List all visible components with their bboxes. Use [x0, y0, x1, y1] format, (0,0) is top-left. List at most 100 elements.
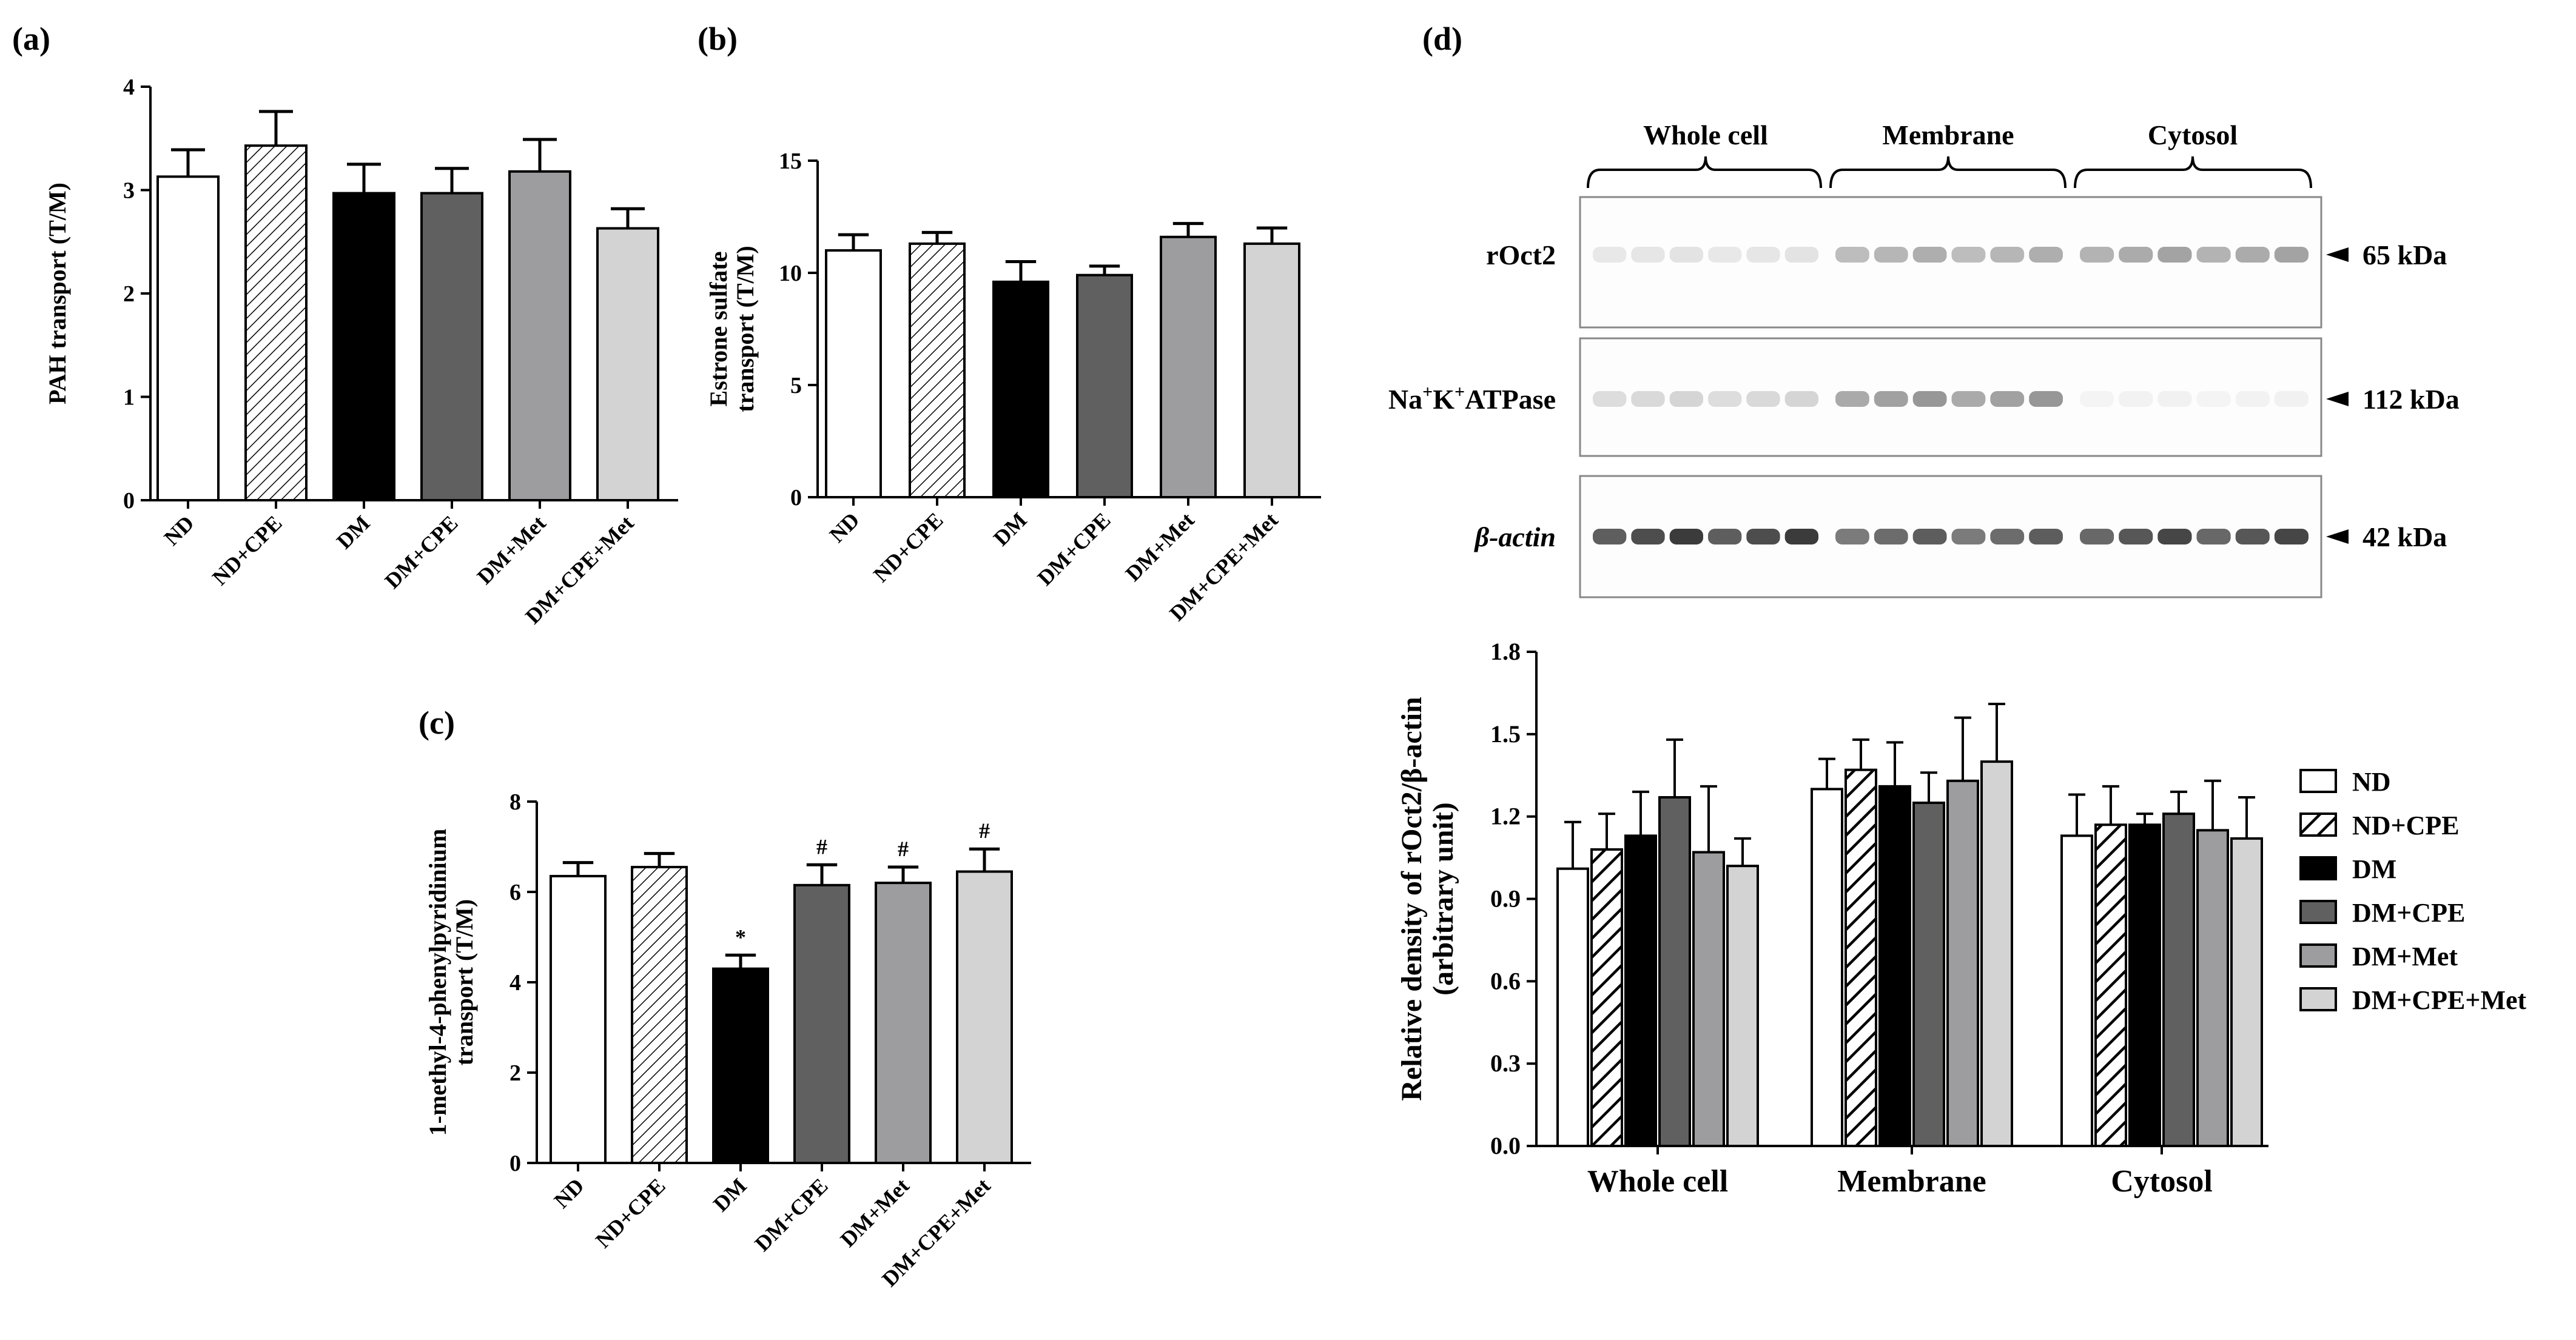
bar: [1590, 848, 1623, 1147]
bar: [1624, 834, 1657, 1147]
panel-label-b: (b): [698, 21, 738, 57]
bar: [875, 882, 932, 1164]
blot-band: [2157, 247, 2192, 263]
bar: [631, 866, 688, 1165]
legend-label: DM+Met: [2352, 942, 2458, 971]
y-tick-label: 5: [790, 373, 802, 398]
marker-arrow: [2326, 392, 2349, 406]
y-tick-label: 2: [123, 281, 135, 307]
significance-mark: #: [898, 837, 909, 861]
bar: [596, 227, 659, 501]
blot-band: [1593, 247, 1627, 263]
bar: [1912, 802, 1945, 1148]
label-part: +: [1422, 382, 1433, 402]
blot-band: [2274, 247, 2309, 263]
blot-band: [1990, 529, 2025, 544]
bar: [550, 874, 607, 1165]
y-axis-title: 1-methyl-4-phenylpyridinium: [424, 829, 451, 1136]
bar: [793, 883, 850, 1164]
blot-band: [2274, 391, 2309, 407]
x-tick-label: DM+Met: [836, 1173, 914, 1251]
bar: [2128, 823, 2161, 1147]
bar: [825, 249, 882, 498]
blot-band: [1593, 529, 1627, 544]
marker-arrow: [2326, 247, 2349, 262]
bar: [1726, 865, 1759, 1147]
bar: [1811, 788, 1843, 1147]
bar: [244, 144, 308, 501]
blot-band: [1912, 529, 1947, 544]
label-part: Na: [1388, 384, 1422, 415]
blot-band: [1835, 247, 1869, 263]
blot-band: [1708, 391, 1742, 407]
y-axis-title: PAH transport (T/M): [44, 183, 71, 404]
bar: [1980, 760, 2013, 1147]
blot-band: [1951, 529, 1986, 544]
y-tick-label: 0.3: [1490, 1050, 1521, 1077]
blot-band: [1784, 391, 1818, 407]
blot-band: [1669, 391, 1703, 407]
bar: [712, 967, 769, 1165]
bar: [420, 192, 483, 501]
y-axis-title: (arbitrary unit): [1427, 802, 1459, 996]
legend-label: DM+CPE: [2352, 898, 2465, 928]
blot-band: [1784, 247, 1818, 263]
blot-band: [1784, 529, 1818, 544]
x-tick-label: DM+CPE: [380, 511, 463, 593]
blot-band: [1835, 529, 1869, 544]
y-tick-label: 0.9: [1490, 885, 1521, 913]
legend-swatch: [2299, 943, 2337, 968]
western-blot: Whole cell Membrane Cytosol 65 kDa 112 kDa 42…: [1388, 119, 2460, 598]
blot-band: [1990, 247, 2025, 263]
y-tick-label: 15: [779, 149, 802, 174]
blot-band: [1874, 529, 1908, 544]
panel-label-a: (a): [12, 21, 50, 57]
x-tick-label: ND: [550, 1173, 589, 1213]
blot-group-label: Membrane: [1882, 119, 2014, 150]
y-tick-label: 4: [509, 970, 521, 996]
blot-band: [2080, 391, 2114, 407]
blot-row-label-roct2: rOct2: [1486, 240, 1556, 270]
significance-mark: #: [979, 819, 990, 843]
y-tick-label: 2: [509, 1060, 521, 1086]
bar: [2060, 834, 2093, 1147]
blot-band: [1990, 391, 2025, 407]
y-tick-label: 0: [509, 1151, 521, 1176]
blot-group-label: Cytosol: [2148, 119, 2238, 150]
y-axis-title: transport (T/M): [451, 899, 478, 1065]
label-part: K: [1433, 384, 1454, 415]
significance-mark: *: [735, 925, 746, 949]
bar: [156, 175, 220, 501]
blot-band: [2235, 391, 2270, 407]
blot-row-label-na-k-atpase: Na+K+ATPase: [1388, 382, 1556, 415]
x-tick-label: ND: [825, 508, 864, 547]
blot-band: [1746, 247, 1780, 263]
blot-band: [1912, 247, 1947, 263]
bar: [1243, 242, 1300, 498]
blot-band: [2119, 391, 2153, 407]
blot-band: [1874, 391, 1908, 407]
bar: [2162, 812, 2195, 1147]
y-tick-label: 8: [509, 789, 521, 815]
x-tick-label: DM+Met: [472, 511, 551, 589]
chart-relative-density: 0.0 0.3 0.6 0.9 1.2 1.5 1.8 Relative density of…: [1396, 638, 2527, 1199]
chart-mpp-transport: 0 2 4 6 8 1-methyl-4-phenylpyridinium transpor…: [424, 789, 1031, 1291]
y-tick-label: 0.0: [1490, 1132, 1521, 1159]
blot-band: [1951, 247, 1986, 263]
blot-band: [2196, 391, 2231, 407]
bar: [1556, 867, 1589, 1147]
legend-label: DM+CPE+Met: [2352, 985, 2527, 1015]
y-tick-label: 3: [123, 178, 135, 204]
bar: [1845, 768, 1877, 1147]
group-bracket: [1829, 156, 2067, 189]
molecular-weight-label: 42 kDa: [2362, 521, 2447, 552]
blot-band: [1669, 529, 1703, 544]
group-bracket: [1587, 156, 1822, 189]
y-tick-label: 0: [123, 488, 135, 514]
blot-band: [2119, 529, 2153, 544]
blot-band: [2157, 529, 2192, 544]
y-axis-title: Estrone sulfate: [705, 252, 732, 407]
bar: [1692, 851, 1725, 1148]
legend-label: DM: [2352, 854, 2396, 884]
legend-swatch: [2299, 769, 2337, 793]
